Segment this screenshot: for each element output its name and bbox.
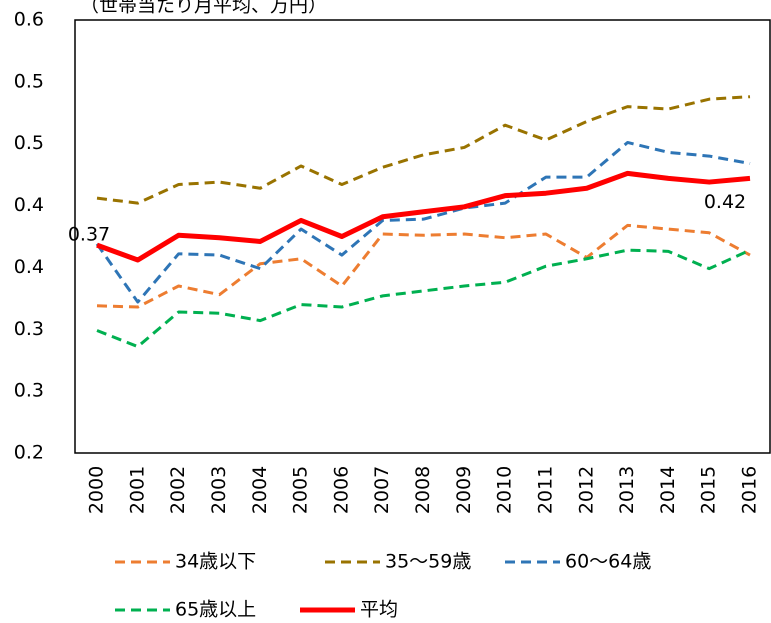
y-tick-label: 0.4 — [14, 194, 44, 216]
x-tick-label: 2014 — [657, 466, 679, 514]
x-tick-label: 2016 — [739, 466, 761, 514]
legend-label: 34歳以下 — [175, 551, 256, 573]
x-tick-label: 2012 — [575, 466, 597, 514]
legend-label: 60〜64歳 — [565, 551, 651, 573]
data-label: 0.37 — [68, 224, 110, 246]
y-tick-label: 0.6 — [14, 9, 44, 31]
x-tick-label: 2013 — [616, 466, 638, 514]
y-tick-label: 0.5 — [14, 70, 44, 92]
series-line — [96, 95, 751, 205]
y-tick-label: 0.2 — [14, 442, 44, 464]
x-tick-label: 2007 — [371, 466, 393, 514]
series-line — [95, 140, 751, 304]
y-tick-label: 0.4 — [14, 256, 44, 278]
series-line — [96, 248, 751, 349]
x-tick-label: 2000 — [86, 466, 108, 514]
x-tick-label: 2005 — [290, 466, 312, 514]
series-line — [96, 223, 751, 309]
chart-title: （世帯当たり月平均、万円） — [80, 0, 327, 17]
x-tick-label: 2015 — [698, 466, 720, 514]
x-tick-label: 2008 — [412, 466, 434, 514]
data-label: 0.42 — [704, 191, 746, 213]
x-tick-label: 2002 — [167, 466, 189, 514]
x-tick-label: 2001 — [126, 466, 148, 514]
legend-label: 65歳以上 — [175, 599, 256, 621]
plot-area — [74, 19, 771, 454]
y-tick-label: 0.5 — [14, 132, 44, 154]
series-line — [96, 170, 751, 263]
x-tick-label: 2003 — [208, 466, 230, 514]
x-tick-label: 2004 — [249, 466, 271, 514]
x-tick-label: 2006 — [330, 466, 352, 514]
y-tick-label: 0.3 — [14, 380, 44, 402]
x-tick-label: 2009 — [453, 466, 475, 514]
x-tick-label: 2010 — [494, 466, 516, 514]
x-tick-label: 2011 — [534, 466, 556, 514]
legend-label: 35〜59歳 — [385, 551, 471, 573]
y-tick-label: 0.3 — [14, 318, 44, 340]
legend-label: 平均 — [360, 599, 398, 621]
